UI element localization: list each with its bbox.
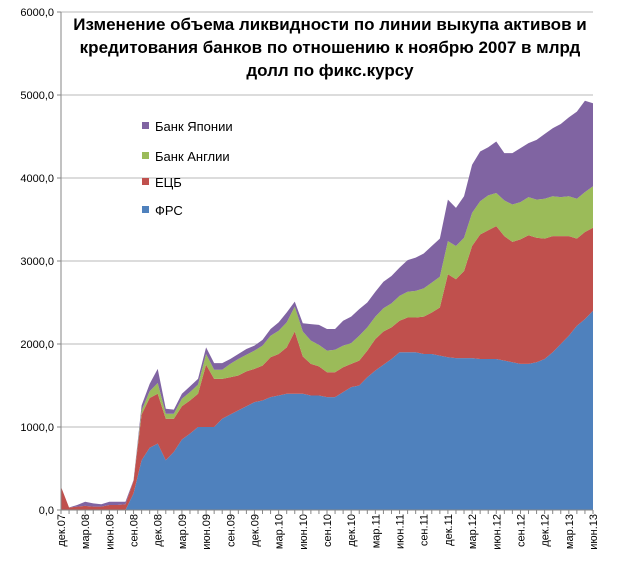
chart-title-line-1: Изменение объема ликвидности по линии вы…: [73, 15, 586, 34]
x-tick-label: июн.09: [201, 514, 213, 550]
x-tick-label: сен.09: [225, 514, 237, 547]
legend-swatch-fed: [142, 206, 149, 213]
legend-label-england: Банк Англии: [155, 149, 230, 164]
x-tick-label: дек.09: [249, 514, 261, 547]
x-tick-label: июн.12: [491, 514, 503, 550]
area-series: [61, 226, 593, 510]
x-tick-label: мар.10: [274, 514, 286, 549]
legend-swatch-england: [142, 152, 149, 159]
x-tick-label: мар.09: [177, 514, 189, 549]
x-tick-label: дек.12: [540, 514, 552, 547]
plot-areas: [61, 100, 593, 510]
area-series: [61, 186, 593, 508]
legend-label-ecb: ЕЦБ: [155, 175, 182, 190]
y-tick-label: 6000,0: [20, 7, 54, 19]
x-tick-label: дек.11: [443, 514, 455, 546]
y-tick-label: 0,0: [39, 505, 54, 517]
area-series: [61, 310, 593, 510]
x-tick-label: мар.13: [564, 514, 576, 549]
x-tick-label: дек.08: [153, 514, 165, 547]
x-tick-label: июн.08: [104, 514, 116, 550]
x-tick-label: мар.12: [467, 514, 479, 549]
legend-item-fed: ФРС: [142, 203, 183, 218]
legend-item-england: Банк Англии: [142, 149, 230, 164]
chart-title-line-3: долл по фикс.курсу: [246, 61, 414, 80]
x-tick-label: дек.10: [346, 514, 358, 547]
y-tick-label: 2000,0: [20, 339, 54, 351]
legend-item-japan: Банк Японии: [142, 119, 233, 134]
legend-label-fed: ФРС: [155, 203, 183, 218]
chart-title-line-2: кредитования банков по отношению к ноябр…: [80, 38, 581, 57]
y-tick-label: 5000,0: [20, 90, 54, 102]
x-tick-label: сен.08: [129, 514, 141, 547]
chart-title: Изменение объема ликвидности по линии вы…: [73, 15, 586, 80]
legend-swatch-ecb: [142, 178, 149, 185]
legend-item-ecb: ЕЦБ: [142, 175, 182, 190]
x-tick-label: сен.10: [322, 514, 334, 547]
x-tick-label: сен.12: [515, 514, 527, 547]
x-tick-label: июн.11: [395, 514, 407, 549]
x-tick-label: дек.07: [56, 514, 68, 547]
y-tick-label: 3000,0: [20, 256, 54, 268]
x-ticks: дек.07 мар.08 июн.08 сен.08 дек.08 мар.09 июн.…: [56, 510, 600, 550]
y-tick-label: 1000,0: [20, 422, 54, 434]
y-ticks: 0,0 1000,0 2000,0 3000,0 4000,0 5000,0 6000,0: [20, 7, 61, 517]
legend-swatch-japan: [142, 122, 149, 129]
legend-label-japan: Банк Японии: [155, 119, 233, 134]
x-tick-label: мар.08: [80, 514, 92, 549]
x-tick-label: сен.11: [419, 514, 431, 546]
y-tick-label: 4000,0: [20, 173, 54, 185]
x-tick-label: мар.11: [370, 514, 382, 548]
x-tick-label: июн.10: [298, 514, 310, 550]
x-tick-label: июн.13: [588, 514, 600, 550]
area-series: [61, 100, 593, 508]
legend: Банк Японии Банк Англии ЕЦБ ФРС: [142, 119, 233, 218]
